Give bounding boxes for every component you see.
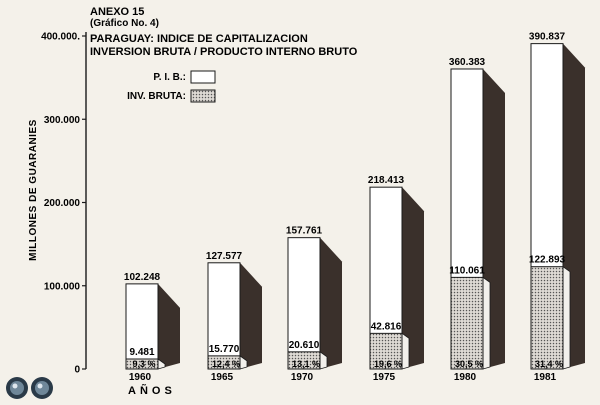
lens-icon-right (31, 377, 53, 399)
x-tick-label: 1970 (291, 372, 314, 383)
x-tick-label: 1981 (534, 372, 557, 383)
y-tick-label: 300.000 (44, 115, 81, 126)
bars (125, 43, 585, 370)
inv-bar (450, 276, 484, 370)
pib-value-label: 127.577 (206, 251, 243, 262)
y-tick-label: 200.000 (44, 198, 81, 209)
inv-value-label: 15.770 (209, 344, 240, 355)
x-tick-label: 1975 (373, 372, 396, 383)
inv-value-label: 9.481 (129, 347, 154, 358)
x-axis-label: AÑOS (128, 384, 176, 397)
ratio-label: 12,4 % (212, 359, 240, 369)
pib-bar-side (320, 237, 342, 369)
y-axis: 0 100.000 200.000 300.000 400.000. (41, 32, 87, 376)
x-tick-label: 1980 (454, 372, 477, 383)
ratio-label: 30,5 % (455, 359, 483, 369)
inv-value-label: 20.610 (289, 340, 320, 351)
x-tick-label: 1960 (129, 372, 152, 383)
pib-value-label: 390.837 (529, 32, 566, 43)
lens-icon-left (6, 377, 28, 399)
chart-subtitle: INVERSION BRUTA / PRODUCTO INTERNO BRUTO (90, 46, 358, 58)
y-axis-label: MILLONES DE GUARANIES (28, 119, 39, 261)
pib-value-label: 157.761 (286, 226, 323, 237)
pib-bar-side (158, 283, 180, 369)
figure-number: (Gráfico No. 4) (90, 18, 159, 29)
inv-bar (125, 358, 159, 370)
pib-value-label: 360.383 (449, 57, 486, 68)
inv-value-label: 110.061 (449, 265, 485, 276)
pib-bar (287, 237, 321, 370)
inv-bar (369, 332, 403, 370)
y-tick-label: 0 (74, 365, 80, 376)
ratio-label: 31,4 % (535, 359, 563, 369)
chart-title: PARAGUAY: INDICE DE CAPITALIZACION (90, 33, 308, 45)
legend-swatch-pib (190, 70, 216, 84)
inv-value-label: 42.816 (371, 321, 402, 332)
annex-label: ANEXO 15 (90, 6, 144, 18)
inv-bar-side (401, 332, 410, 370)
legend-label-pib: P. I. B.: (153, 72, 186, 83)
ratio-label: 19,6 % (374, 359, 402, 369)
ratio-label: 13,1 % (292, 359, 320, 369)
y-tick-label: 400.000. (41, 32, 80, 43)
legend-swatch-inv (190, 89, 216, 103)
ratio-label: 9,3 % (132, 359, 155, 369)
inv-bar-side (562, 265, 571, 370)
legend: P. I. B.: INV. BRUTA: (127, 70, 216, 103)
inv-bar (287, 351, 321, 370)
pib-value-label: 102.248 (124, 272, 161, 283)
pib-bar (125, 283, 159, 370)
x-tick-label: 1965 (211, 372, 234, 383)
inv-bar (207, 355, 241, 370)
inv-bar-side (482, 276, 491, 370)
pib-value-label: 218.413 (368, 175, 405, 186)
inv-value-label: 122.893 (529, 255, 566, 266)
pib-bar-side (402, 187, 424, 369)
pib-bar-side (240, 262, 262, 369)
y-tick-label: 100.000 (44, 281, 81, 292)
legend-label-inv: INV. BRUTA: (127, 91, 186, 102)
inv-bar (530, 266, 564, 370)
